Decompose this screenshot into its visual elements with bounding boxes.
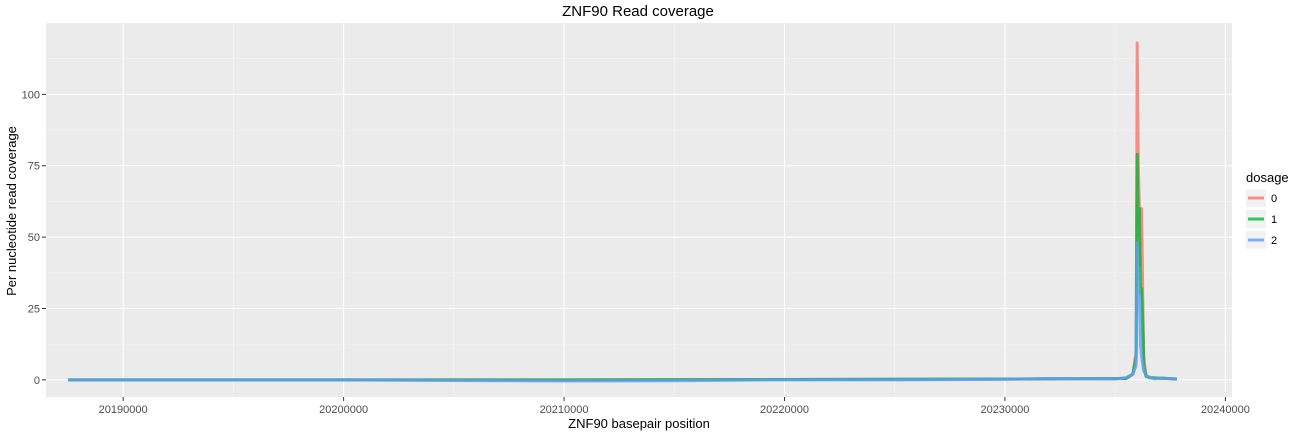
- legend-label-dosage-1: 1: [1271, 214, 1277, 226]
- x-tick-label: 20240000: [1201, 404, 1250, 416]
- chart-title: ZNF90 Read coverage: [562, 3, 714, 20]
- legend-title: dosage: [1246, 170, 1289, 185]
- y-tick-label: 100: [22, 89, 40, 101]
- x-tick-label: 20230000: [980, 404, 1029, 416]
- plot-panel: [46, 23, 1232, 397]
- x-axis-ticks: 20190000 20200000 20210000 20220000 20230000…: [99, 397, 1250, 416]
- x-tick-label: 20190000: [99, 404, 148, 416]
- x-axis-title: ZNF90 basepair position: [568, 416, 710, 431]
- y-tick-label: 0: [34, 375, 40, 387]
- y-tick-label: 25: [28, 303, 40, 315]
- y-tick-label: 50: [28, 232, 40, 244]
- y-axis-title: Per nucleotide read coverage: [4, 126, 19, 296]
- x-tick-label: 20210000: [540, 404, 589, 416]
- legend-label-dosage-0: 0: [1271, 193, 1277, 205]
- x-tick-label: 20220000: [760, 404, 809, 416]
- series-lines: [68, 41, 1178, 383]
- legend: dosage 0 1 2: [1246, 170, 1289, 249]
- series-line-dosage-2: [68, 241, 1178, 383]
- y-axis-ticks: 0 25 50 75 100: [22, 89, 46, 387]
- x-tick-label: 20200000: [319, 404, 368, 416]
- legend-label-dosage-2: 2: [1271, 235, 1277, 247]
- y-tick-label: 75: [28, 161, 40, 173]
